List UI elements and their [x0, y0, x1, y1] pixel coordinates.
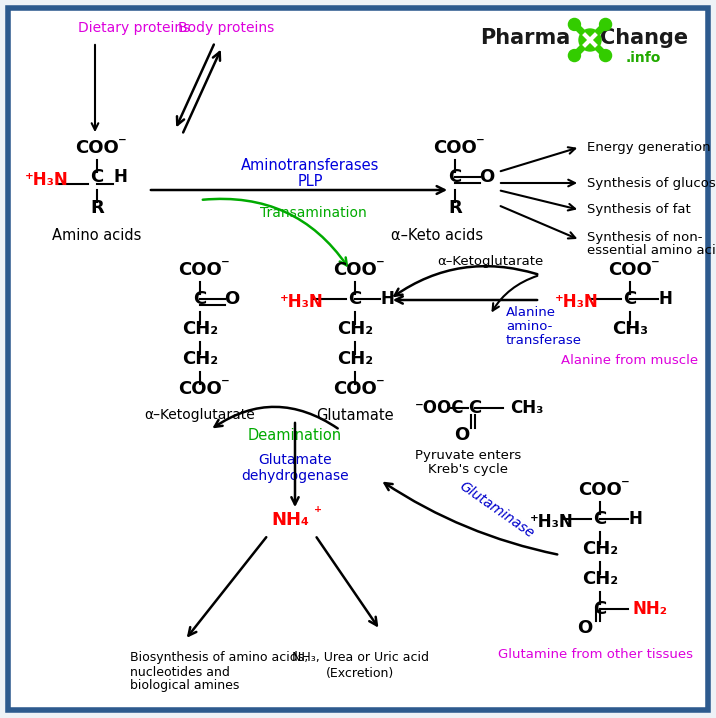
Text: CH₂: CH₂ — [337, 350, 373, 368]
Text: α–Ketoglutarate: α–Ketoglutarate — [437, 256, 543, 269]
Text: C: C — [594, 600, 606, 618]
Text: CH₂: CH₂ — [582, 540, 618, 558]
Text: O: O — [455, 426, 470, 444]
Text: Alanine from muscle: Alanine from muscle — [561, 353, 699, 366]
Text: CH₃: CH₃ — [612, 320, 648, 338]
Text: H: H — [658, 290, 672, 308]
FancyBboxPatch shape — [8, 8, 708, 710]
Text: ⁻: ⁻ — [475, 134, 485, 152]
Text: C: C — [448, 168, 462, 186]
Text: ⁺H₃N: ⁺H₃N — [530, 513, 574, 531]
Text: ⁺H₃N: ⁺H₃N — [25, 171, 69, 189]
Text: Kreb's cycle: Kreb's cycle — [428, 462, 508, 475]
Text: ⁻: ⁻ — [376, 256, 384, 274]
Text: COO: COO — [333, 380, 377, 398]
Text: CH₂: CH₂ — [182, 350, 218, 368]
Text: NH₄: NH₄ — [271, 511, 309, 529]
Text: Pharma: Pharma — [480, 28, 570, 48]
Text: H: H — [380, 290, 394, 308]
Text: Dietary proteins: Dietary proteins — [78, 21, 190, 35]
Text: amino-: amino- — [506, 320, 552, 333]
Text: ⁺H₃N: ⁺H₃N — [555, 293, 599, 311]
Text: Pyruvate enters: Pyruvate enters — [415, 449, 521, 462]
Text: R: R — [448, 199, 462, 217]
Text: NH₂: NH₂ — [632, 600, 667, 618]
Text: ⁻: ⁻ — [221, 256, 229, 274]
Text: ⁻: ⁻ — [376, 375, 384, 393]
Text: PLP: PLP — [297, 174, 323, 189]
Text: C: C — [90, 168, 104, 186]
Text: α–Keto acids: α–Keto acids — [391, 228, 483, 243]
Text: NH₃, Urea or Uric acid: NH₃, Urea or Uric acid — [291, 651, 428, 664]
Text: COO: COO — [75, 139, 119, 157]
Text: .info: .info — [625, 51, 661, 65]
Text: ⁻: ⁻ — [221, 375, 229, 393]
Text: ⁺: ⁺ — [314, 505, 322, 521]
Text: Biosynthesis of amino acids,: Biosynthesis of amino acids, — [130, 651, 309, 664]
Text: Synthesis of non-: Synthesis of non- — [587, 230, 702, 243]
Circle shape — [599, 19, 611, 30]
Circle shape — [579, 29, 601, 51]
Text: biological amines: biological amines — [130, 679, 239, 692]
Text: C: C — [624, 290, 637, 308]
Text: O: O — [577, 619, 593, 637]
Text: ⁺H₃N: ⁺H₃N — [280, 293, 324, 311]
Text: ⁻OOC: ⁻OOC — [415, 399, 465, 417]
Text: Aminotransferases: Aminotransferases — [241, 157, 379, 172]
Text: CH₂: CH₂ — [337, 320, 373, 338]
Text: nucleotides and: nucleotides and — [130, 666, 230, 679]
Text: Synthesis of fat: Synthesis of fat — [587, 203, 691, 217]
Text: dehydrogenase: dehydrogenase — [241, 469, 349, 483]
Text: O: O — [224, 290, 240, 308]
Text: Change: Change — [600, 28, 688, 48]
Text: ⁻: ⁻ — [651, 256, 659, 274]
Text: Synthesis of glucose: Synthesis of glucose — [587, 177, 716, 190]
Text: Transamination: Transamination — [260, 206, 367, 220]
Text: Amino acids: Amino acids — [52, 228, 142, 243]
Text: essential amino acids: essential amino acids — [587, 245, 716, 258]
Text: ⁻: ⁻ — [621, 476, 629, 494]
Text: ⁻: ⁻ — [117, 134, 127, 152]
Text: transferase: transferase — [506, 335, 582, 348]
Text: COO: COO — [333, 261, 377, 279]
Text: CH₂: CH₂ — [582, 570, 618, 588]
Text: Energy generation: Energy generation — [587, 141, 710, 154]
Text: Glutaminase: Glutaminase — [457, 479, 537, 541]
Text: H: H — [113, 168, 127, 186]
Text: Glutamate: Glutamate — [258, 453, 332, 467]
Text: C: C — [468, 399, 482, 417]
Text: H: H — [628, 510, 642, 528]
Text: COO: COO — [178, 261, 222, 279]
Text: R: R — [90, 199, 104, 217]
Text: O: O — [480, 168, 495, 186]
Text: C: C — [594, 510, 606, 528]
Text: Deamination: Deamination — [248, 427, 342, 442]
Text: CH₃: CH₃ — [510, 399, 543, 417]
Text: Body proteins: Body proteins — [178, 21, 274, 35]
Text: C: C — [349, 290, 362, 308]
Text: COO: COO — [578, 481, 622, 499]
Text: COO: COO — [433, 139, 477, 157]
Text: C: C — [193, 290, 207, 308]
Text: (Excretion): (Excretion) — [326, 666, 394, 679]
Text: COO: COO — [178, 380, 222, 398]
Circle shape — [599, 50, 611, 62]
Circle shape — [569, 50, 581, 62]
Text: α–Ketoglutarate: α–Ketoglutarate — [145, 408, 256, 422]
Text: COO: COO — [608, 261, 652, 279]
Text: CH₂: CH₂ — [182, 320, 218, 338]
Text: Glutamine from other tissues: Glutamine from other tissues — [498, 648, 692, 661]
Circle shape — [569, 19, 581, 30]
Text: Glutamate: Glutamate — [316, 408, 394, 422]
Text: Alanine: Alanine — [506, 307, 556, 320]
